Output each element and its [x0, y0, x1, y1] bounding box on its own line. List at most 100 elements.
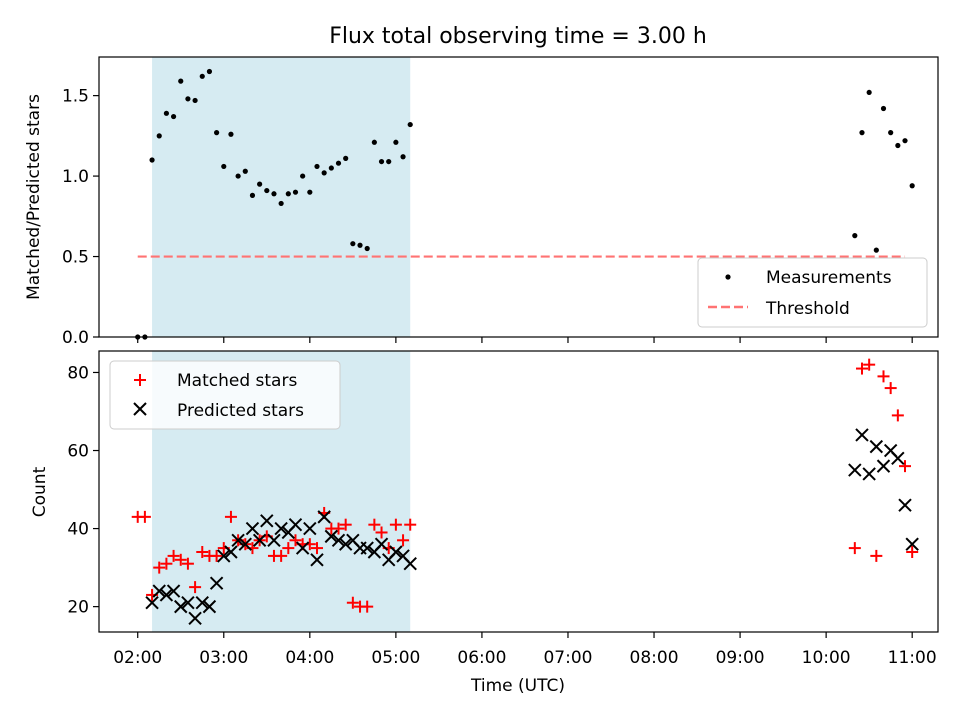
xtick-label: 05:00 [371, 648, 420, 668]
top-plot-frame [98, 56, 939, 338]
measurement-point [285, 191, 291, 197]
predicted-star-point [905, 537, 919, 551]
measurement-point [271, 191, 277, 197]
measurement-point [214, 130, 220, 136]
predicted-star-point [159, 588, 174, 602]
legend-matched-marker [134, 374, 146, 386]
matched-star-point [891, 409, 904, 422]
predicted-star-point [288, 517, 303, 532]
matched-star-point [870, 549, 883, 562]
predicted-star-point [145, 596, 159, 610]
measurement-point [859, 130, 865, 136]
measurement-point [393, 139, 399, 145]
matched-star-point [332, 522, 345, 535]
matched-star-point [153, 561, 166, 574]
matched-star-point [346, 596, 359, 609]
measurement-point [235, 173, 241, 179]
matched-star-point [138, 510, 151, 523]
measurement-point [866, 89, 872, 96]
legend-predicted-marker [133, 402, 147, 416]
predicted-star-point [231, 533, 245, 547]
predicted-star-point [166, 584, 181, 598]
xtick-label: 10:00 [802, 648, 851, 668]
predicted-star-point [869, 439, 884, 454]
bottom-panel: 20 40 60 80 02:00 03:00 04:00 05:00 06:00 07:00 0… [30, 350, 939, 696]
bottom-ytick-label: 80 [67, 363, 89, 383]
predicted-star-point [891, 451, 905, 466]
predicted-star-point [374, 537, 389, 551]
matched-star-point [167, 549, 180, 562]
top-shaded-span [152, 57, 411, 337]
measurement-point [314, 163, 320, 170]
measurement-point [350, 241, 356, 247]
matched-star-point [196, 545, 209, 558]
measurement-point [902, 138, 908, 144]
matched-star-point [397, 534, 410, 547]
measurement-point [300, 173, 306, 179]
measurement-point [307, 189, 313, 195]
predicted-star-point [360, 541, 374, 555]
measurement-point [378, 158, 385, 165]
x-axis-label: Time (UTC) [470, 676, 565, 696]
top-ytick-label: 1.0 [62, 167, 89, 187]
predicted-star-point [274, 521, 288, 536]
measurement-point [880, 105, 887, 112]
top-panel: 0.0 0.5 1.0 1.5 Matched/Predicted stars Mea… [24, 56, 939, 348]
measurement-point [343, 155, 349, 161]
matched-star-point [282, 542, 295, 555]
measurement-point [199, 73, 205, 79]
matched-star-point [884, 382, 897, 395]
top-ytick-label: 0.5 [62, 248, 89, 268]
predicted-star-point [202, 599, 217, 614]
predicted-star-point [295, 541, 310, 555]
matched-star-point [906, 545, 919, 558]
matched-star-point [160, 557, 173, 570]
predicted-star-point [338, 537, 353, 551]
top-ytick-label: 0.0 [62, 328, 89, 348]
matched-star-point [289, 534, 302, 547]
matched-star-point [375, 526, 388, 539]
predicted-star-point [260, 514, 274, 528]
predicted-star-point [310, 553, 324, 567]
predicted-star-point [389, 545, 403, 559]
measurement-point [371, 139, 377, 145]
measurement-point [156, 133, 162, 139]
matched-star-point [877, 370, 890, 383]
top-ytick-label: 1.5 [62, 87, 89, 107]
legend-measurements-label: Measurements [766, 268, 892, 288]
measurement-point [278, 200, 284, 207]
measurement-point [163, 110, 170, 116]
measurement-point [357, 242, 363, 248]
xtick-label: 08:00 [630, 648, 679, 668]
top-y-axis-label: Matched/Predicted stars [24, 94, 44, 300]
legend-measurements-marker [725, 274, 731, 280]
matched-star-point [863, 358, 876, 371]
measurement-point [170, 113, 177, 120]
measurement-point [873, 247, 879, 253]
measurement-point [909, 183, 915, 189]
measurement-point [400, 154, 406, 160]
matched-star-point [339, 518, 352, 531]
measurement-point [321, 170, 327, 176]
matched-star-point [848, 542, 861, 555]
matched-star-point [181, 557, 194, 570]
measurement-point [328, 165, 334, 171]
chart-title: Flux total observing time = 3.00 h [329, 24, 707, 49]
measurement-point [178, 78, 184, 84]
bottom-legend: Matched stars Predicted stars [109, 360, 341, 430]
matched-star-point [899, 460, 912, 473]
bottom-plot-frame [98, 350, 939, 633]
matched-star-point [368, 518, 381, 531]
legend-matched-label: Matched stars [177, 371, 297, 391]
predicted-star-point [303, 521, 317, 536]
measurement-point [206, 68, 213, 75]
measurement-point [364, 245, 370, 252]
measurement-point [895, 142, 901, 149]
bottom-ytick-label: 40 [67, 520, 89, 540]
xtick-label: 11:00 [888, 648, 937, 668]
matched-star-point [189, 581, 202, 594]
predicted-star-point [267, 533, 281, 547]
measurement-point [192, 97, 198, 104]
legend-predicted-label: Predicted stars [177, 401, 304, 421]
